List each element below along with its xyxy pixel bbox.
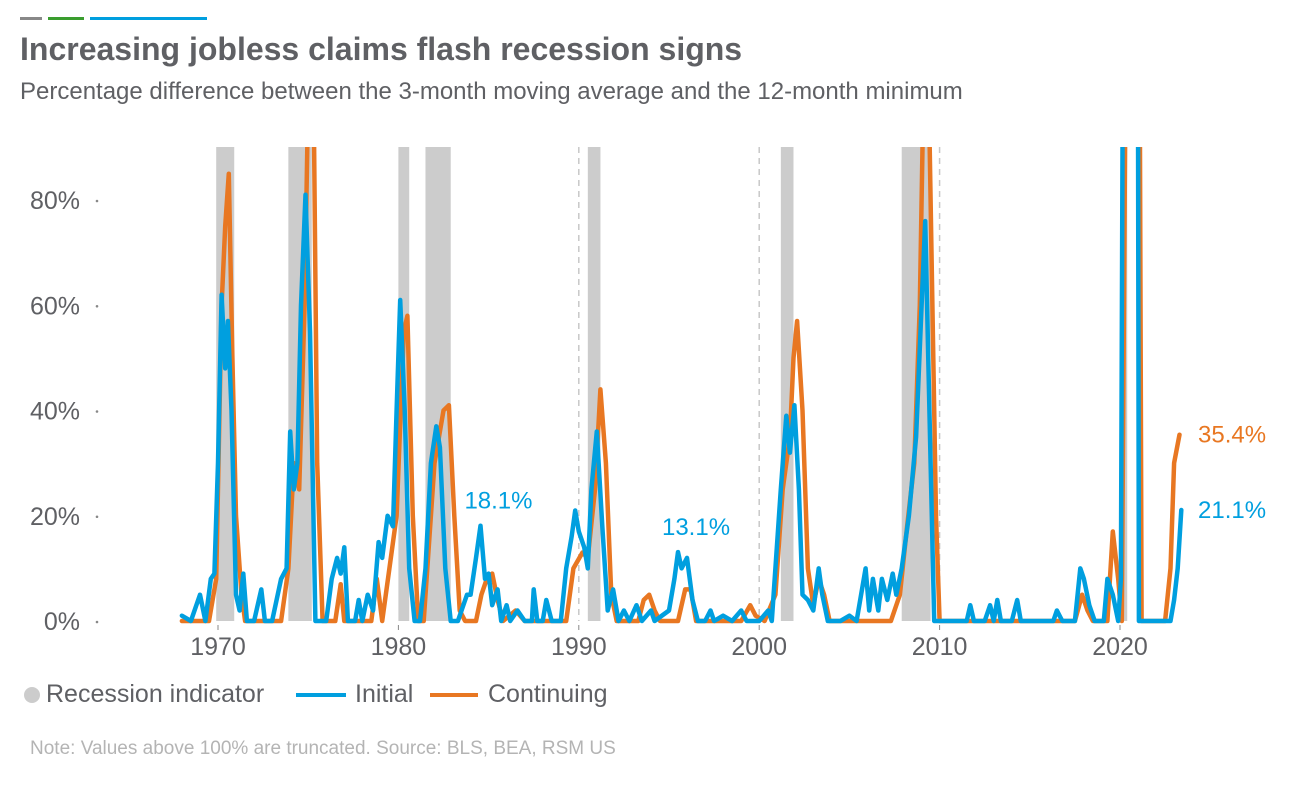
footnote: Note: Values above 100% are truncated. S… xyxy=(30,738,616,759)
data-label: 13.1% xyxy=(662,514,730,541)
recession-dot-icon xyxy=(24,686,40,703)
x-tick-label: 1980 xyxy=(371,633,427,661)
y-tick-label: 60% xyxy=(30,292,80,320)
legend-initial: Initial xyxy=(296,680,413,709)
y-tick-label: 20% xyxy=(30,503,80,531)
y-tick-mark xyxy=(95,515,99,519)
x-tick-label: 2010 xyxy=(912,633,968,661)
y-tick-mark xyxy=(95,620,99,624)
y-tick-label: 80% xyxy=(30,187,80,215)
x-tick-label: 2000 xyxy=(731,633,787,661)
data-label: 21.1% xyxy=(1198,497,1266,524)
y-tick-label: 40% xyxy=(30,398,80,426)
accent-bar-blue xyxy=(90,17,207,20)
accent-bar-gray xyxy=(20,17,42,20)
y-tick-label: 0% xyxy=(44,608,80,636)
legend-recession-label: Recession indicator xyxy=(46,680,265,708)
x-tick-label: 1990 xyxy=(551,633,607,661)
series-line-initial xyxy=(179,147,1184,624)
legend-continuing: Continuing xyxy=(430,680,608,709)
chart-subtitle: Percentage difference between the 3-mont… xyxy=(20,78,963,105)
x-tick-label: 1970 xyxy=(190,633,246,661)
accent-bar-green xyxy=(48,17,84,20)
legend-recession: Recession indicator xyxy=(24,680,264,709)
legend-continuing-label: Continuing xyxy=(488,680,608,708)
y-tick-mark xyxy=(95,410,99,413)
x-tick-label: 2020 xyxy=(1092,633,1148,661)
data-label: 18.1% xyxy=(464,488,532,515)
y-tick-mark xyxy=(95,304,99,308)
y-tick-mark xyxy=(95,199,99,203)
data-label: 35.4% xyxy=(1198,422,1266,449)
chart-title: Increasing jobless claims flash recessio… xyxy=(20,31,743,67)
legend-initial-label: Initial xyxy=(355,680,414,708)
continuing-line-icon xyxy=(430,692,478,697)
initial-line-icon xyxy=(296,692,346,697)
series-line-continuing xyxy=(179,147,1182,624)
